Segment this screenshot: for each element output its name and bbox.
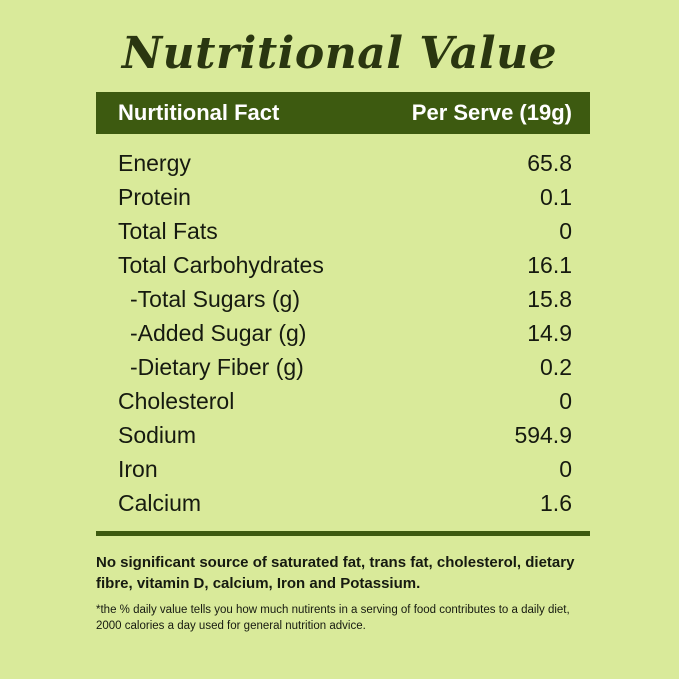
row-label: Cholesterol <box>118 387 235 414</box>
page-title: Nutritional Value <box>121 28 558 79</box>
header-nutritional-fact: Nurtitional Fact <box>118 100 280 125</box>
row-value: 15.8 <box>527 285 572 312</box>
table-row: Cholesterol 0 <box>118 384 572 418</box>
row-label: Energy <box>118 149 191 176</box>
row-value: 14.9 <box>527 319 572 346</box>
header-per-serve: Per Serve (19g) <box>411 100 572 125</box>
row-value: 65.8 <box>527 149 572 176</box>
table-row: -Added Sugar (g) 14.9 <box>118 316 572 350</box>
row-label: -Added Sugar (g) <box>130 319 307 346</box>
table-row: -Total Sugars (g) 15.8 <box>118 282 572 316</box>
row-value: 0 <box>559 455 572 482</box>
table-row: Total Carbohydrates 16.1 <box>118 248 572 282</box>
row-value: 16.1 <box>527 251 572 278</box>
row-label: Calcium <box>118 489 202 516</box>
table-header: Nurtitional Fact Per Serve (19g) <box>96 92 590 134</box>
row-label: Iron <box>118 455 158 482</box>
row-value: 0.2 <box>540 353 572 380</box>
table-row: -Dietary Fiber (g) 0.2 <box>118 350 572 384</box>
row-label: Sodium <box>118 421 196 448</box>
nutrition-table: Energy 65.8 Protein 0.1 Total Fats 0 Tot… <box>118 146 572 520</box>
row-label: -Total Sugars (g) <box>130 285 301 312</box>
table-row: Total Fats 0 <box>118 214 572 248</box>
row-label: Protein <box>118 183 191 210</box>
table-row: Iron 0 <box>118 452 572 486</box>
table-row: Protein 0.1 <box>118 180 572 214</box>
row-label: Total Fats <box>118 217 218 244</box>
row-value: 0 <box>559 217 572 244</box>
row-label: Total Carbohydrates <box>118 251 324 278</box>
row-value: 594.9 <box>514 421 572 448</box>
row-value: 0 <box>559 387 572 414</box>
row-value: 0.1 <box>540 183 572 210</box>
row-value: 1.6 <box>540 489 572 516</box>
table-row: Energy 65.8 <box>118 146 572 180</box>
nutrition-note: No significant source of saturated fat, … <box>96 554 575 592</box>
divider <box>96 531 590 536</box>
table-row: Sodium 594.9 <box>118 418 572 452</box>
table-row: Calcium 1.6 <box>118 486 572 520</box>
daily-value-footnote: *the % daily value tells you how much nu… <box>96 604 570 632</box>
row-label: -Dietary Fiber (g) <box>130 353 304 380</box>
